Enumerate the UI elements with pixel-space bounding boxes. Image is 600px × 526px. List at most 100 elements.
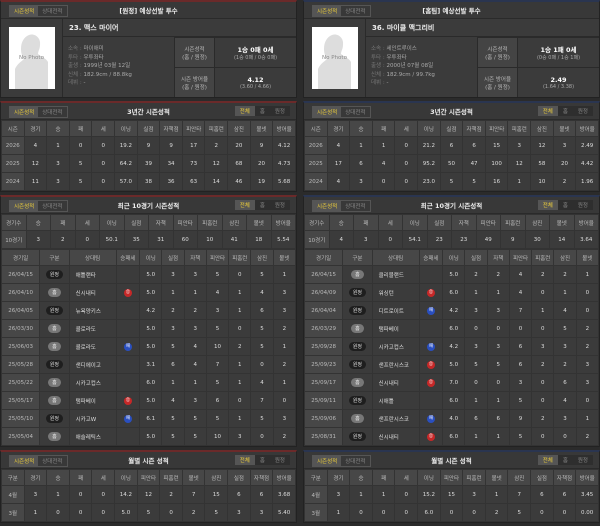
column-header: 패 xyxy=(68,469,93,486)
table-header-row: 시즌 경기 승 패 세 이닝 실점 자책점 피안타 피홈런 삼진 볼넷 방어율 xyxy=(1,120,296,137)
table-cell: 3 xyxy=(25,230,51,249)
table-cell xyxy=(115,301,141,320)
tab-opponent-record[interactable]: 상대전적 xyxy=(42,110,63,116)
table-cell: 3 xyxy=(249,503,274,522)
table-cell: 1 xyxy=(228,355,252,374)
filter-home[interactable]: 홈 xyxy=(562,203,568,209)
meta-value: 182.9cm / 99.7kg xyxy=(386,71,435,78)
tab-opponent-record[interactable]: 상대전적 xyxy=(345,9,366,15)
table-cell: 9 xyxy=(159,136,183,155)
table-cell xyxy=(115,319,141,338)
era-label: 시즌 방어율 (홈 / 원정) xyxy=(174,67,214,97)
filter-home[interactable]: 홈 xyxy=(562,109,568,115)
meta-birth: 출생 : 2000년 07월 08일 xyxy=(371,62,472,71)
away-badge: 원정 xyxy=(348,396,367,405)
table-cell: 25/09/11 xyxy=(303,391,344,410)
filter-all[interactable]: 전체 xyxy=(234,455,255,465)
section-header: 시즌성적 상대전적 최근 10경기 시즌성적 전체 홈 원정 xyxy=(1,197,296,214)
tab-season-record[interactable]: 시즌성적 xyxy=(313,456,342,466)
table-cell: 0 xyxy=(531,319,555,338)
table-cell: 0 xyxy=(91,136,116,155)
table-cell: 26/04/09 xyxy=(303,283,344,302)
era-value: 4.12 (3.60 / 4.66) xyxy=(214,67,296,97)
filter-away[interactable]: 원정 xyxy=(577,458,588,464)
filter-all[interactable]: 전체 xyxy=(234,200,255,210)
table-cell: 0 xyxy=(394,485,419,504)
player-info: 23. 맥스 마이어 소속 : 마이애미 투타 : 우투좌타 출생 : 1999년 0… xyxy=(63,19,296,97)
filter-all[interactable]: 전체 xyxy=(537,200,558,210)
table-cell: 0 xyxy=(394,172,419,191)
tab-season-record[interactable]: 시즌성적 xyxy=(10,201,39,211)
venue-filter: 전체 홈 원정 xyxy=(537,455,593,465)
table-cell: 5 xyxy=(553,319,577,338)
tab-season-record[interactable]: 시즌성적 xyxy=(313,107,342,117)
table-cell xyxy=(115,373,141,392)
table-cell: 0 xyxy=(91,172,116,191)
table-cell: 11 xyxy=(23,172,48,191)
column-header: 패 xyxy=(68,120,93,137)
filter-all[interactable]: 전체 xyxy=(537,455,558,465)
tab-opponent-record[interactable]: 상대전적 xyxy=(42,9,63,15)
tab-opponent-record[interactable]: 상대전적 xyxy=(345,459,366,465)
table-cell: 54.1 xyxy=(402,230,428,249)
win-icon: 승 xyxy=(426,288,435,297)
filter-away[interactable]: 원정 xyxy=(577,109,588,115)
table-cell: 3 xyxy=(326,485,351,504)
tab-season-record[interactable]: 시즌성적 xyxy=(313,201,342,211)
tab-season-record[interactable]: 시즌성적 xyxy=(10,107,39,117)
filter-all[interactable]: 전체 xyxy=(234,106,255,116)
table-cell: 3 xyxy=(486,337,510,356)
monthly-stats: 시즌성적 상대전적 월별 시즌 성적 전체 홈 원정 구분 경기 승 패 세 이닝 피안타 피홈런 볼넷 삼진… xyxy=(0,450,297,523)
column-header: 피안타 xyxy=(484,120,509,137)
table-cell: 2 xyxy=(272,355,297,374)
meta-body: 신체 : 182.9cm / 88.8kg xyxy=(68,71,169,80)
column-header: 실점 xyxy=(530,469,554,486)
filter-away[interactable]: 원정 xyxy=(274,109,285,115)
table-cell: 25/05/28 xyxy=(0,355,41,374)
tab-opponent-record[interactable]: 상대전적 xyxy=(42,459,63,465)
home-badge: 홈 xyxy=(48,324,61,333)
meta-value: - xyxy=(386,80,389,86)
column-header: 피홈런 xyxy=(197,214,223,231)
column-header: 세 xyxy=(377,214,403,231)
table-cell: 2025 xyxy=(1,154,25,173)
tab-season-record[interactable]: 시즌성적 xyxy=(10,456,39,466)
table-cell: 0 xyxy=(553,427,577,446)
table-cell: 5.0 xyxy=(442,265,466,284)
column-header: 자책 xyxy=(486,249,510,266)
table-cell: 10 xyxy=(530,172,554,191)
table-cell: 3 xyxy=(552,136,577,155)
filter-home[interactable]: 홈 xyxy=(259,109,265,115)
filter-away[interactable]: 원정 xyxy=(274,203,285,209)
game-row: 25/09/23 원정 샌프란시스코 승 5.0 5 5 6 2 2 3 xyxy=(303,355,600,374)
table-cell: 5 xyxy=(439,172,464,191)
column-header: 구분 xyxy=(1,469,25,486)
filter-away[interactable]: 원정 xyxy=(577,203,588,209)
opponent-team: 클리블랜드 xyxy=(371,265,420,284)
meta-label: 출생 : xyxy=(68,63,84,69)
tab-season-record[interactable]: 시즌성적 xyxy=(313,6,342,16)
table-cell: 38 xyxy=(136,172,161,191)
filter-home[interactable]: 홈 xyxy=(562,458,568,464)
tab-season-record[interactable]: 시즌성적 xyxy=(10,6,39,16)
filter-home[interactable]: 홈 xyxy=(259,458,265,464)
tab-opponent-record[interactable]: 상대전적 xyxy=(345,110,366,116)
info-body: 소속 : 마이애미 투타 : 우투좌타 출생 : 1999년 03월 12일 신체 :… xyxy=(63,37,296,97)
table-cell: 20 xyxy=(552,154,577,173)
column-header: 승패세 xyxy=(418,249,444,266)
table-cell: 원정 xyxy=(342,337,373,356)
table-cell: 1 xyxy=(486,391,510,410)
record-label: 시즌성적 (홈 / 원정) xyxy=(477,37,517,67)
tab-opponent-record[interactable]: 상대전적 xyxy=(42,204,63,210)
filter-away[interactable]: 원정 xyxy=(274,458,285,464)
table-cell: 17 xyxy=(326,154,351,173)
away-badge: 원정 xyxy=(45,306,64,315)
win-icon: 승 xyxy=(426,432,435,441)
table-cell: 5 xyxy=(68,154,93,173)
filter-all[interactable]: 전체 xyxy=(537,106,558,116)
venue-filter: 전체 홈 원정 xyxy=(537,200,593,210)
tab-opponent-record[interactable]: 상대전적 xyxy=(345,204,366,210)
filter-home[interactable]: 홈 xyxy=(259,203,265,209)
table-cell: 0 xyxy=(552,503,577,522)
table-cell: 14 xyxy=(204,172,229,191)
